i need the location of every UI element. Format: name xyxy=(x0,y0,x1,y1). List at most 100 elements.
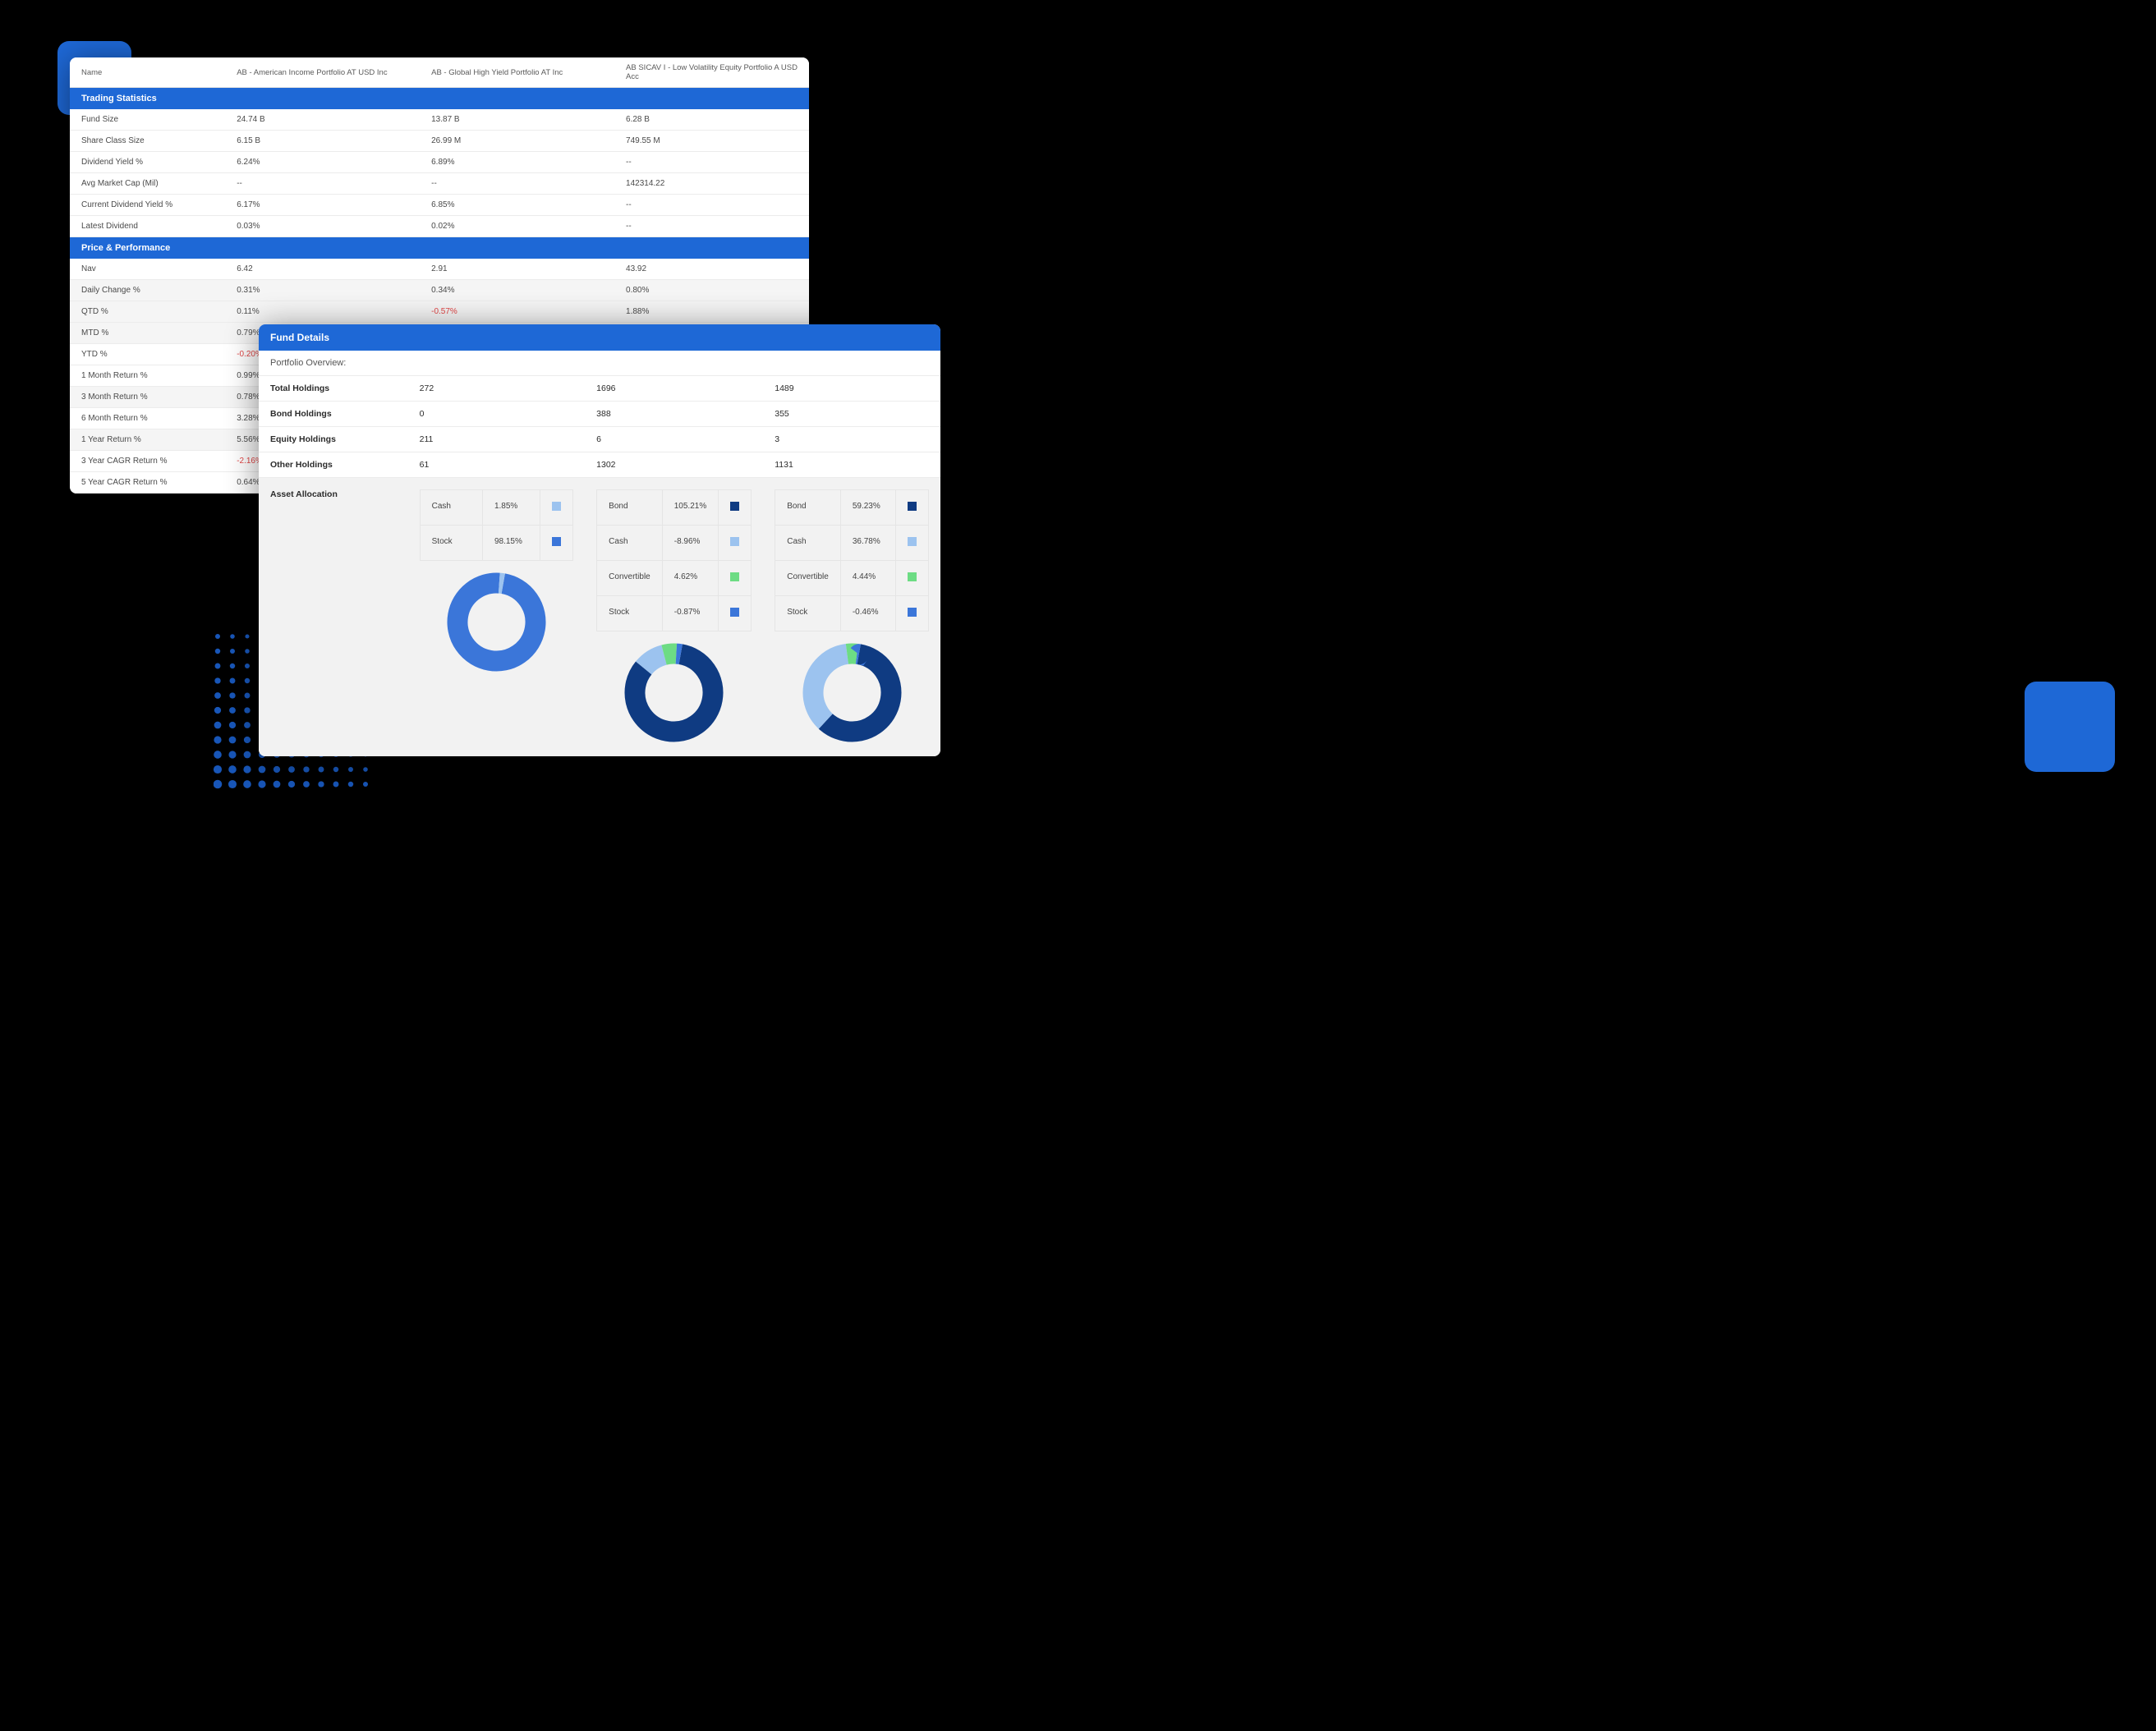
asset-allocation-label: Asset Allocation xyxy=(259,478,408,756)
alloc-swatch-cell xyxy=(719,490,752,526)
cell-value: 1696 xyxy=(585,376,763,402)
color-swatch-icon xyxy=(730,608,739,617)
cell-value: 43.92 xyxy=(614,259,809,280)
cell-value: 3 xyxy=(763,427,940,452)
col-header-name: Name xyxy=(70,57,225,88)
table-row: Avg Market Cap (Mil)----142314.22 xyxy=(70,173,809,195)
table-row: Latest Dividend0.03%0.02%-- xyxy=(70,216,809,237)
row-label: Dividend Yield % xyxy=(70,152,225,173)
cell-value: -- xyxy=(614,195,809,216)
row-label: Fund Size xyxy=(70,109,225,131)
allocation-item: Stock-0.87% xyxy=(597,596,752,631)
row-label: Latest Dividend xyxy=(70,216,225,237)
cell-value: 6.15 B xyxy=(225,131,420,152)
cell-value: 142314.22 xyxy=(614,173,809,195)
allocation-table: Bond59.23%Cash36.78%Convertible4.44%Stoc… xyxy=(775,489,929,631)
cell-value: -- xyxy=(225,173,420,195)
table-header-row: Name AB - American Income Portfolio AT U… xyxy=(70,57,809,88)
alloc-swatch-cell xyxy=(540,490,573,526)
alloc-swatch-cell xyxy=(719,526,752,561)
row-label: Other Holdings xyxy=(259,452,408,478)
cell-value: 211 xyxy=(408,427,586,452)
allocation-table: Bond105.21%Cash-8.96%Convertible4.62%Sto… xyxy=(596,489,752,631)
alloc-swatch-cell xyxy=(896,596,929,631)
alloc-swatch-cell xyxy=(896,526,929,561)
cell-value: 6.17% xyxy=(225,195,420,216)
asset-allocation-row: Asset AllocationCash1.85%Stock98.15%Bond… xyxy=(259,478,940,756)
cell-value: 2.91 xyxy=(420,259,614,280)
cell-value: -0.57% xyxy=(420,301,614,323)
table-row: Nav6.422.9143.92 xyxy=(70,259,809,280)
row-label: 3 Year CAGR Return % xyxy=(70,451,225,472)
row-label: 1 Month Return % xyxy=(70,365,225,387)
alloc-label: Stock xyxy=(420,526,482,561)
cell-value: 0.02% xyxy=(420,216,614,237)
alloc-label: Cash xyxy=(597,526,663,561)
cell-value: 0.03% xyxy=(225,216,420,237)
color-swatch-icon xyxy=(908,608,917,617)
fund-details-panel: Fund Details Portfolio Overview: Total H… xyxy=(259,324,940,756)
accent-square-bottom-right xyxy=(2025,682,2115,772)
allocation-item: Convertible4.62% xyxy=(597,561,752,596)
row-label: MTD % xyxy=(70,323,225,344)
section-header: Trading Statistics xyxy=(70,88,809,110)
fund-details-title: Fund Details xyxy=(259,324,940,351)
color-swatch-icon xyxy=(908,537,917,546)
row-label: QTD % xyxy=(70,301,225,323)
table-row: Total Holdings27216961489 xyxy=(259,376,940,402)
cell-value: -- xyxy=(614,152,809,173)
cell-value: 6.42 xyxy=(225,259,420,280)
table-row: Equity Holdings21163 xyxy=(259,427,940,452)
table-row: Current Dividend Yield %6.17%6.85%-- xyxy=(70,195,809,216)
cell-value: 388 xyxy=(585,402,763,427)
table-row: Dividend Yield %6.24%6.89%-- xyxy=(70,152,809,173)
alloc-swatch-cell xyxy=(896,490,929,526)
alloc-swatch-cell xyxy=(719,561,752,596)
cell-value: 272 xyxy=(408,376,586,402)
cell-value: 0.31% xyxy=(225,280,420,301)
cell-value: 26.99 M xyxy=(420,131,614,152)
color-swatch-icon xyxy=(908,572,917,581)
section-title: Trading Statistics xyxy=(70,88,809,110)
alloc-percent: 59.23% xyxy=(840,490,895,526)
allocation-item: Cash-8.96% xyxy=(597,526,752,561)
row-label: 6 Month Return % xyxy=(70,408,225,429)
cell-value: -- xyxy=(420,173,614,195)
alloc-label: Stock xyxy=(775,596,841,631)
table-row: Fund Size24.74 B13.87 B6.28 B xyxy=(70,109,809,131)
portfolio-overview-label: Portfolio Overview: xyxy=(259,351,940,376)
cell-value: 6 xyxy=(585,427,763,452)
cell-value: 749.55 M xyxy=(614,131,809,152)
alloc-percent: -0.46% xyxy=(840,596,895,631)
row-label: Bond Holdings xyxy=(259,402,408,427)
donut-chart xyxy=(801,641,903,744)
row-label: Total Holdings xyxy=(259,376,408,402)
row-label: Share Class Size xyxy=(70,131,225,152)
alloc-percent: 98.15% xyxy=(482,526,540,561)
alloc-percent: -8.96% xyxy=(662,526,718,561)
col-header-fund: AB SICAV I - Low Volatility Equity Portf… xyxy=(614,57,809,88)
allocation-table: Cash1.85%Stock98.15% xyxy=(420,489,574,561)
cell-value: 1489 xyxy=(763,376,940,402)
color-swatch-icon xyxy=(730,502,739,511)
cell-value: 6.89% xyxy=(420,152,614,173)
cell-value: 1131 xyxy=(763,452,940,478)
allocation-item: Bond59.23% xyxy=(775,490,929,526)
allocation-cell: Bond59.23%Cash36.78%Convertible4.44%Stoc… xyxy=(763,478,940,756)
cell-value: 6.85% xyxy=(420,195,614,216)
row-label: 1 Year Return % xyxy=(70,429,225,451)
color-swatch-icon xyxy=(552,537,561,546)
alloc-percent: 4.62% xyxy=(662,561,718,596)
row-label: Avg Market Cap (Mil) xyxy=(70,173,225,195)
row-label: Equity Holdings xyxy=(259,427,408,452)
allocation-cell: Bond105.21%Cash-8.96%Convertible4.62%Sto… xyxy=(585,478,763,756)
table-row: QTD %0.11%-0.57%1.88% xyxy=(70,301,809,323)
color-swatch-icon xyxy=(730,537,739,546)
allocation-item: Stock98.15% xyxy=(420,526,573,561)
allocation-item: Stock-0.46% xyxy=(775,596,929,631)
allocation-item: Cash1.85% xyxy=(420,490,573,526)
alloc-percent: 105.21% xyxy=(662,490,718,526)
alloc-label: Stock xyxy=(597,596,663,631)
color-swatch-icon xyxy=(908,502,917,511)
cell-value: 1.88% xyxy=(614,301,809,323)
